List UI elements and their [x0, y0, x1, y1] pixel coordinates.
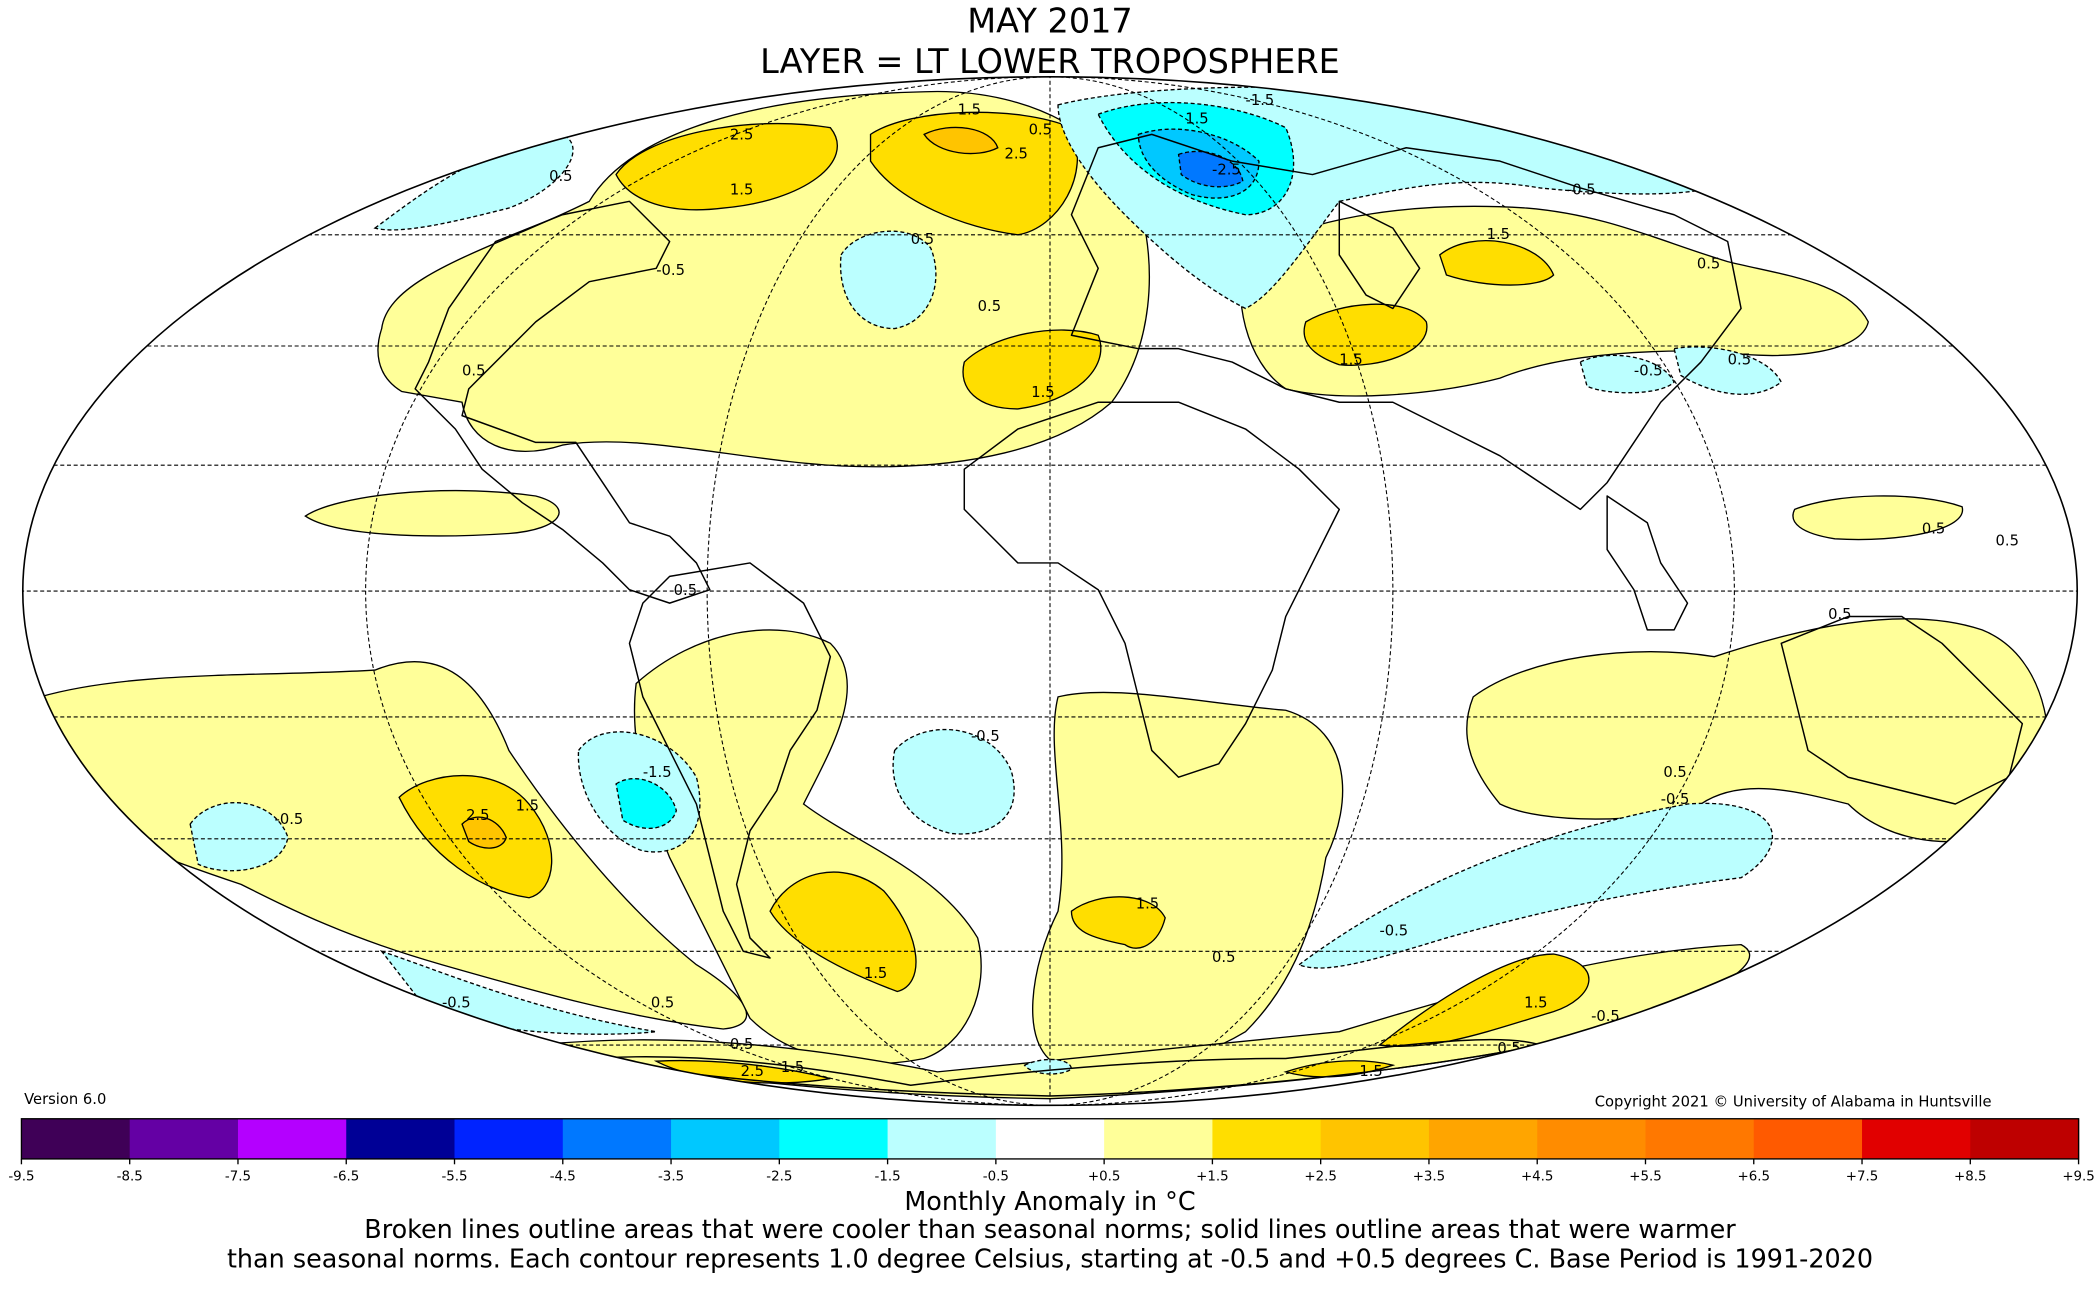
contour-label: 1.5 [1524, 995, 1547, 1012]
contour-label: 0.5 [1922, 520, 1945, 537]
colorbar-swatch [1104, 1118, 1214, 1159]
contour-label: 0.5 [1029, 121, 1052, 138]
colorbar-swatch [887, 1118, 997, 1159]
cool-anomaly-areas-3p5 [1177, 150, 1244, 188]
colorbar-swatch [129, 1118, 239, 1159]
contour-label: 1.5 [1136, 895, 1159, 912]
colorbar-tick-label: -7.5 [225, 1169, 251, 1184]
colorbar-swatch [779, 1118, 889, 1159]
contour-label: -0.5 [1567, 182, 1596, 199]
contour-label: 1.5 [864, 965, 887, 982]
colorbar-tick-label: -5.5 [441, 1169, 467, 1184]
contour-label: 0.5 [674, 582, 697, 599]
colorbar-tick-label: +9.5 [2062, 1169, 2094, 1184]
colorbar-title: Monthly Anomaly in °C [904, 1186, 1195, 1216]
colorbar-swatch [1212, 1118, 1322, 1159]
colorbar-tick-label: -8.5 [117, 1169, 143, 1184]
contour-label: 0.5 [1728, 352, 1751, 369]
contour-label: 1.5 [1487, 226, 1510, 243]
colorbar-swatch [1537, 1118, 1647, 1159]
contour-label: 2.5 [1004, 145, 1027, 162]
colorbar-tick-label: +8.5 [1954, 1169, 1986, 1184]
colorbar-swatch [1862, 1118, 1971, 1159]
contour-label: 1.5 [1339, 352, 1362, 369]
colorbar: -9.5 -8.5 -7.5 -6.5 -5.5 -4.5 -3.5 -2.5 -1.5 -0.5… [8, 1118, 2095, 1184]
contour-label: 0.5 [1828, 606, 1851, 623]
contour-label: -2.5 [1212, 162, 1241, 179]
colorbar-tick-label: +0.5 [1088, 1169, 1120, 1184]
coastlines-borders [414, 133, 2024, 1097]
colorbar-swatch [1753, 1118, 1863, 1159]
contour-label: 0.5 [1663, 764, 1686, 781]
colorbar-tick-label: -4.5 [550, 1169, 576, 1184]
colorbar-swatch [454, 1118, 564, 1159]
colorbar-tick-label: -9.5 [8, 1169, 34, 1184]
caption-line-1: Broken lines outline areas that were coo… [364, 1214, 1736, 1244]
warm-anomaly-areas [39, 90, 2050, 1100]
contour-label: 0.5 [462, 362, 485, 379]
contour-label: 1.5 [730, 182, 753, 199]
colorbar-tick-label: -0.5 [983, 1169, 1009, 1184]
contour-label: -0.5 [275, 811, 304, 828]
colorbar-swatch [995, 1118, 1105, 1159]
colorbar-border [20, 1118, 2080, 1160]
contour-label: 0.5 [1212, 949, 1235, 966]
colorbar-tick-label: +1.5 [1196, 1169, 1228, 1184]
version-label: Version 6.0 [24, 1091, 106, 1108]
contour-label: 0.5 [911, 231, 934, 248]
title-month: MAY 2017 [967, 2, 1132, 41]
colorbar-tick-label: -1.5 [875, 1169, 901, 1184]
warm-anomaly-areas-2p5 [461, 126, 999, 849]
colorbar-swatch [21, 1118, 131, 1159]
colorbar-tick-label: -2.5 [766, 1169, 792, 1184]
contour-label: -0.5 [1661, 791, 1690, 808]
contour-label: 1.5 [1031, 384, 1054, 401]
colorbar-swatch [237, 1118, 347, 1159]
contour-label: 0.5 [978, 298, 1001, 315]
contour-label: 1.5 [1185, 111, 1208, 128]
contour-label: -0.5 [442, 995, 471, 1012]
contour-labels: -1.5 1.5 0.5 2.5 1.5 2.5 0.5 1.5 -2.5 -0… [275, 92, 2019, 1080]
contour-label: 0.5 [1697, 255, 1720, 272]
colorbar-swatch [1970, 1118, 2080, 1159]
contour-label: -1.5 [1246, 92, 1275, 109]
caption-line-2: than seasonal norms. Each contour repres… [227, 1243, 1873, 1273]
contour-label: -1.5 [643, 764, 672, 781]
colorbar-swatch [1428, 1118, 1538, 1159]
contour-label: 0.5 [651, 995, 674, 1012]
colorbar-tick-label: -6.5 [333, 1169, 359, 1184]
map-globe: -1.5 1.5 0.5 2.5 1.5 2.5 0.5 1.5 -2.5 -0… [22, 76, 2078, 1106]
contour-label: 0.5 [730, 1036, 753, 1053]
colorbar-tick-label: +6.5 [1738, 1169, 1770, 1184]
contour-label: 1.5 [958, 101, 981, 118]
contour-label: 2.5 [741, 1063, 764, 1080]
contour-label: 2.5 [730, 127, 753, 144]
colorbar-swatch [671, 1118, 780, 1159]
colorbar-swatch [1645, 1118, 1755, 1159]
colorbar-tick-label: +2.5 [1304, 1169, 1336, 1184]
contour-label: -0.5 [1379, 922, 1408, 939]
colorbar-tick-label: -3.5 [658, 1169, 684, 1184]
copyright-label: Copyright 2021 © University of Alabama i… [1595, 1094, 1992, 1111]
globe-outline [21, 75, 2079, 1107]
colorbar-tick-label: +5.5 [1629, 1169, 1661, 1184]
contour-label: 1.5 [1359, 1063, 1382, 1080]
contour-label: -0.5 [1634, 362, 1663, 379]
contour-label: 0.5 [1996, 533, 2019, 550]
contour-label: -0.5 [1591, 1008, 1620, 1025]
colorbar-tick-label: +7.5 [1846, 1169, 1878, 1184]
contour-label: 0.5 [549, 168, 572, 185]
contour-label: 2.5 [466, 807, 489, 824]
colorbar-tick-label: +3.5 [1413, 1169, 1445, 1184]
contour-label: 1.5 [516, 798, 539, 815]
contour-label: -0.5 [971, 728, 1000, 745]
colorbar-tick-label: +4.5 [1521, 1169, 1553, 1184]
title-layer: LAYER = LT LOWER TROPOSPHERE [760, 42, 1340, 81]
colorbar-swatch [1320, 1118, 1430, 1159]
contour-label: -0.5 [656, 262, 685, 279]
colorbar-swatch [562, 1118, 672, 1159]
contour-label: 1.5 [781, 1059, 804, 1076]
colorbar-swatch [346, 1118, 456, 1159]
